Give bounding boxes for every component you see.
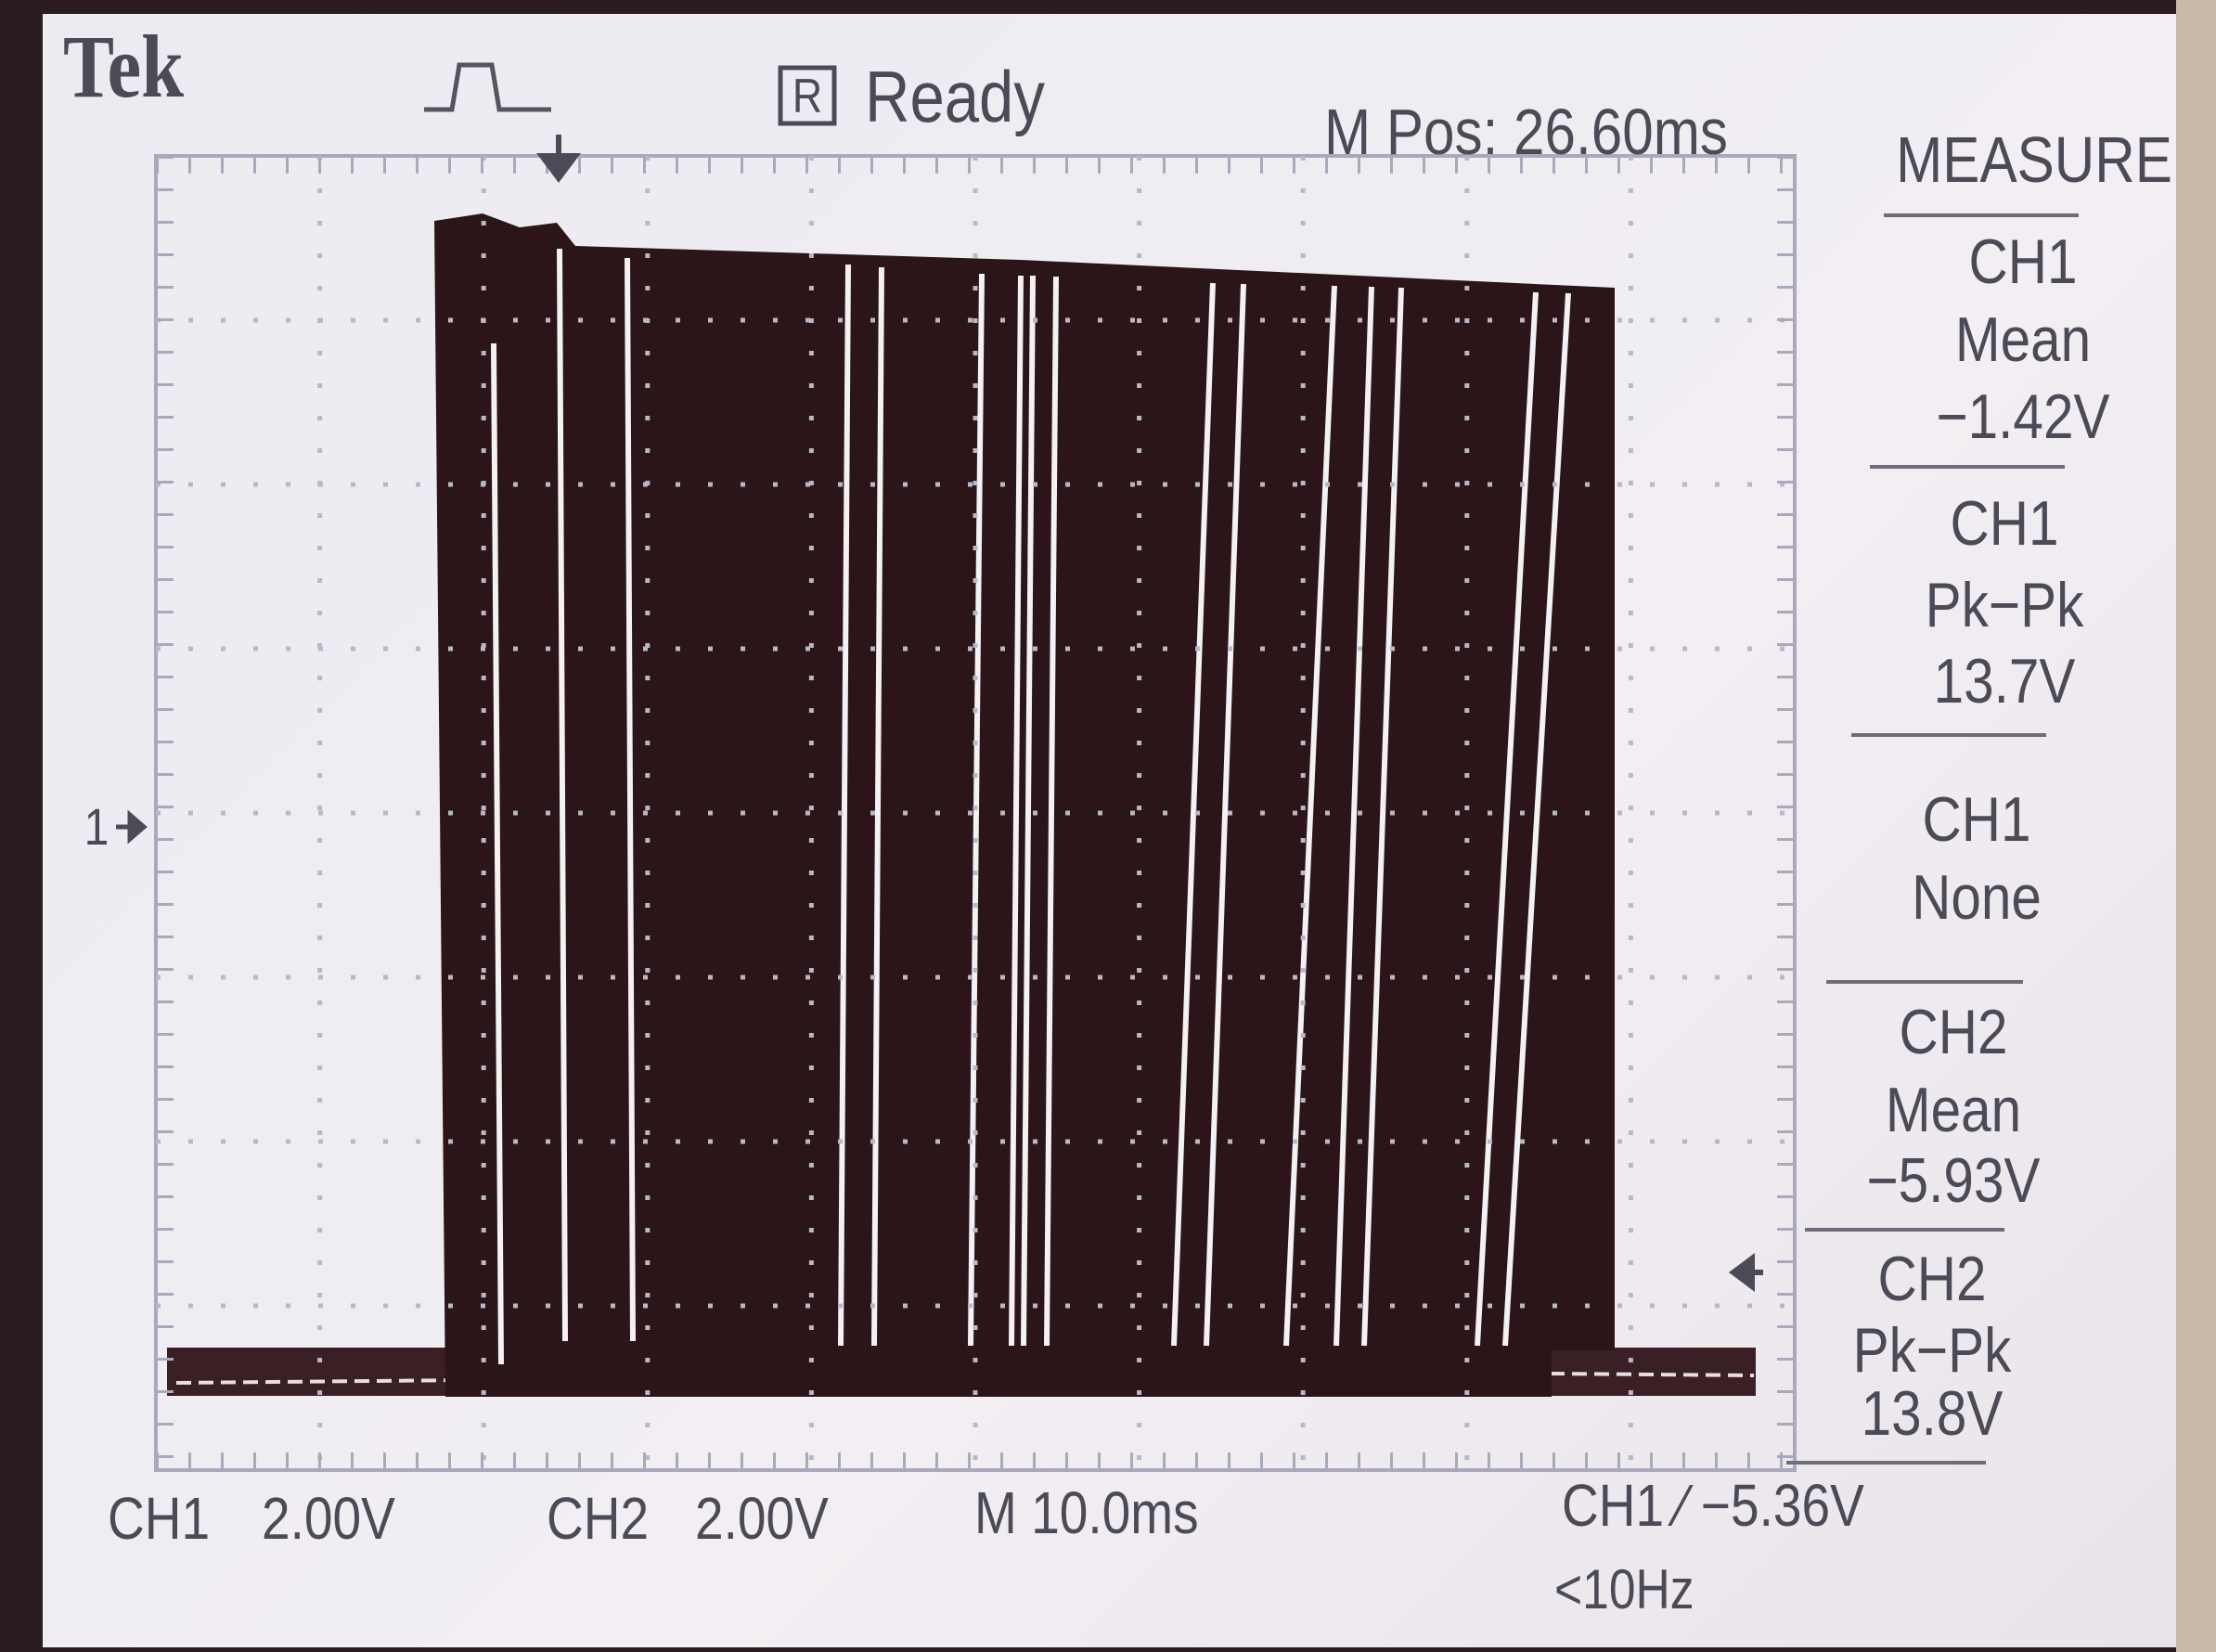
waveform — [167, 213, 1756, 1397]
measure-title: MEASURE — [1896, 123, 2172, 196]
graticule — [154, 154, 1797, 1472]
measure-type: Mean — [1885, 1075, 2022, 1145]
trigger-frequency: <10Hz — [1554, 1558, 1694, 1620]
brand: Tek — [63, 17, 185, 116]
trigger: CH1 ⁄ −5.36V — [1562, 1472, 1864, 1539]
measure-value: −1.42V — [1936, 381, 2110, 452]
measure-value: 13.7V — [1933, 646, 2076, 716]
measure-source: CH1 — [1922, 784, 2031, 855]
measure-type: Pk−Pk — [1852, 1315, 2012, 1386]
ch1-scale: 2.00V — [262, 1485, 395, 1552]
measure-value: 13.8V — [1861, 1378, 2003, 1449]
measure-source: CH2 — [1899, 997, 2008, 1067]
baseline-trace — [1549, 1372, 1755, 1377]
measure-type: Pk−Pk — [1925, 570, 2084, 640]
signal-burst — [434, 213, 1615, 1397]
state-box — [778, 65, 837, 126]
ch1-label: CH1 — [108, 1485, 211, 1552]
ch2-label: CH2 — [547, 1485, 650, 1552]
status: Ready — [865, 56, 1045, 137]
channel-marker: 1 — [84, 797, 110, 856]
trigger-level-marker — [1729, 1253, 1763, 1292]
state-icon: R — [792, 70, 823, 123]
measure-source: CH2 — [1877, 1244, 1987, 1314]
trigger-icon — [424, 62, 551, 112]
channel-marker-arrow — [116, 809, 148, 845]
bezel — [2176, 0, 2216, 1652]
measure-source: CH1 — [1950, 488, 2059, 559]
measure-separators — [1786, 213, 2079, 1465]
measure-value: −5.93V — [1866, 1145, 2041, 1216]
position: M Pos: 26.60ms — [1324, 96, 1728, 168]
measure-type: None — [1912, 862, 2042, 933]
measure-source: CH1 — [1968, 226, 2078, 297]
ch2-scale: 2.00V — [695, 1485, 829, 1552]
measure-type: Mean — [1954, 304, 2092, 375]
timebase: M 10.0ms — [974, 1479, 1199, 1546]
trigger-position-marker — [536, 135, 581, 183]
